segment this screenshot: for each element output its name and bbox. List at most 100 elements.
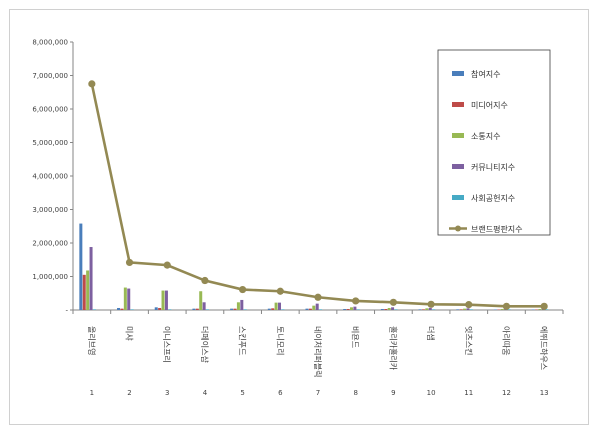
x-rank-label: 1 <box>90 389 94 397</box>
bar <box>308 308 312 310</box>
bar <box>195 308 199 310</box>
bar <box>343 308 347 310</box>
x-category-label: 이니스프리 <box>162 326 172 363</box>
bar <box>271 308 275 310</box>
y-tick-label: 8,000,000 <box>32 39 68 47</box>
y-tick-label: 6,000,000 <box>32 106 68 114</box>
legend-swatch <box>452 102 464 107</box>
bar <box>92 309 96 310</box>
bar <box>315 303 319 310</box>
bar <box>500 308 504 310</box>
bar <box>86 270 90 310</box>
bar <box>384 308 388 310</box>
x-category-label: 비욘드 <box>351 326 360 348</box>
bar <box>497 309 501 310</box>
legend-label: 소통지수 <box>471 132 500 141</box>
bar <box>421 309 425 310</box>
bar <box>319 309 323 310</box>
x-category-label: 더샘 <box>426 326 435 341</box>
x-rank-label: 10 <box>427 389 436 397</box>
line-point <box>276 287 284 295</box>
x-rank-label: 12 <box>502 389 511 397</box>
bar <box>158 307 162 310</box>
y-tick-label: 3,000,000 <box>32 206 68 214</box>
line-point <box>88 80 96 88</box>
bar <box>356 309 360 310</box>
bar <box>391 307 395 310</box>
line-point <box>389 298 397 306</box>
bar <box>274 302 278 310</box>
bar <box>202 302 206 310</box>
y-tick-label: 1,000,000 <box>32 273 68 281</box>
bar <box>123 287 127 310</box>
bar <box>469 309 473 310</box>
line-point <box>427 300 435 308</box>
y-tick-label: 2,000,000 <box>32 240 68 248</box>
x-rank-label: 5 <box>240 389 244 397</box>
x-category-label: 아리따움 <box>501 326 511 355</box>
bar <box>154 307 158 310</box>
bar <box>418 309 422 310</box>
bar <box>459 309 463 310</box>
bar <box>538 308 542 310</box>
bar <box>164 290 168 310</box>
bar <box>79 223 83 310</box>
bar <box>120 308 124 310</box>
line-point <box>465 301 473 309</box>
bar <box>507 309 511 310</box>
x-category-label: 에뛰드하우스 <box>539 326 549 370</box>
bar <box>394 309 398 310</box>
bar <box>346 308 350 310</box>
bar <box>233 308 237 310</box>
bar <box>199 291 203 310</box>
bar <box>535 309 539 310</box>
chart-svg: - 1,000,000 2,000,000 3,000,000 4,000,000 5,0… <box>32 39 564 397</box>
chart-line <box>88 80 548 310</box>
bar <box>545 309 549 310</box>
x-rank-label: 11 <box>464 389 473 397</box>
bar <box>380 308 384 310</box>
legend-line-marker <box>455 225 461 232</box>
line-point <box>502 302 511 310</box>
bar <box>240 299 244 310</box>
bar <box>466 308 470 310</box>
x-rank-label: 8 <box>353 389 357 397</box>
line-point <box>540 302 548 310</box>
x-category-label: 토니모리 <box>275 326 285 355</box>
x-category-label: 미샤 <box>125 326 135 341</box>
x-category-label: 올리브영 <box>87 326 97 355</box>
bar <box>278 302 282 310</box>
bar <box>82 274 86 310</box>
line-point <box>314 293 322 301</box>
legend-swatch <box>452 164 464 169</box>
bar <box>349 307 353 310</box>
legend-label: 참여지수 <box>471 69 500 79</box>
x-category-label: 스킨푸드 <box>238 326 248 355</box>
x-rank-label: 13 <box>540 389 549 397</box>
bar <box>161 290 165 310</box>
bar <box>456 309 460 310</box>
legend-swatch <box>452 133 464 138</box>
x-rank-label: 2 <box>127 389 131 397</box>
bar <box>117 307 121 310</box>
chart-axes: - 1,000,000 2,000,000 3,000,000 4,000,000 5,0… <box>32 39 564 315</box>
legend-label: 브랜드평판지수 <box>471 224 523 234</box>
legend-label: 커뮤니티지수 <box>471 162 515 172</box>
line-point <box>163 261 171 269</box>
x-rank-label: 9 <box>391 389 395 397</box>
bar <box>493 309 497 310</box>
x-category-label: 홀리카홀리카 <box>388 326 398 371</box>
bar <box>230 308 234 310</box>
legend-label: 사회공헌지수 <box>471 194 515 203</box>
y-tick-label: 5,000,000 <box>32 139 68 147</box>
bar <box>432 309 436 310</box>
line-point <box>239 285 247 294</box>
x-rank-label: 6 <box>278 389 283 397</box>
y-tick-label: 7,000,000 <box>32 72 68 80</box>
bar <box>353 306 357 310</box>
bar <box>267 308 271 310</box>
bar <box>305 308 309 310</box>
bar <box>425 308 429 310</box>
chart-bars <box>79 223 549 310</box>
x-rank-label: 3 <box>165 389 169 397</box>
